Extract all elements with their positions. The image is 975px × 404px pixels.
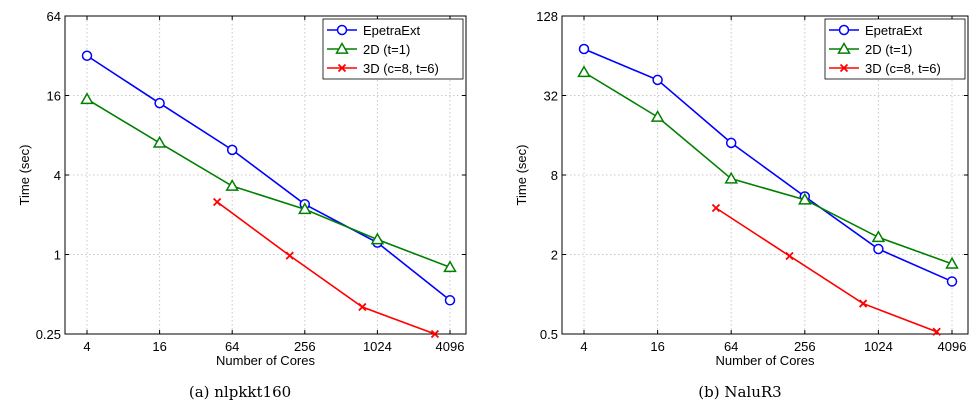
series-x (212, 197, 440, 339)
data-point (212, 197, 222, 207)
x-axis-label: Number of Cores (216, 353, 315, 368)
legend-marker (337, 63, 347, 73)
legend-entry: 2D (t=1) (363, 42, 410, 57)
x-tick-label: 4096 (436, 339, 465, 354)
data-point (154, 97, 165, 109)
data-point (858, 299, 868, 308)
data-point (577, 65, 591, 78)
data-point (578, 43, 590, 55)
data-point (430, 329, 440, 339)
series-line (86, 55, 451, 301)
series-circle (578, 43, 958, 287)
y-tick-label: 64 (47, 9, 61, 24)
x-tick-label: 1024 (363, 339, 392, 354)
x-tick-label: 64 (724, 339, 738, 354)
legend-entry: EpetraExt (363, 23, 420, 38)
data-point (358, 302, 367, 312)
x-tick-label: 4 (580, 339, 587, 354)
y-axis-label: Time (sec) (514, 145, 529, 206)
y-tick-label: 0.5 (540, 327, 558, 342)
legend: EpetraExt 2D (t=1) 3D (c=8, t=6) (824, 18, 966, 80)
data-point (725, 137, 737, 149)
data-point (652, 74, 663, 86)
y-tick-label: 0.25 (36, 327, 61, 342)
figure-caption: (b) NaluR3 (698, 383, 781, 401)
legend-marker (336, 24, 348, 36)
data-point (81, 50, 93, 61)
chart-panel-2: 4 16 64 256 1024 4096 0.5 2 8 32 128 Number of Core… (514, 9, 969, 401)
data-point (298, 202, 312, 215)
legend-entry: 3D (c=8, t=6) (865, 61, 941, 76)
series-line (583, 71, 953, 265)
series-triangle (80, 92, 457, 273)
series-triangle (577, 65, 959, 269)
legend-marker (839, 63, 849, 73)
legend-entry: 2D (t=1) (865, 42, 912, 57)
data-point (226, 144, 238, 156)
data-point (650, 109, 665, 122)
x-axis-label: Number of Cores (716, 353, 815, 368)
data-point (932, 327, 941, 336)
y-tick-label: 128 (536, 9, 558, 24)
x-tick-label: 1024 (864, 339, 893, 354)
series-circle (81, 50, 456, 306)
x-tick-label: 64 (225, 339, 239, 354)
legend-entry: EpetraExt (865, 23, 922, 38)
legend-entry: 3D (c=8, t=6) (363, 61, 439, 76)
data-point (946, 276, 958, 287)
series-line (216, 201, 436, 335)
legend: EpetraExt 2D (t=1) 3D (c=8, t=6) (322, 18, 464, 80)
y-tick-label: 32 (544, 89, 558, 104)
data-point (443, 260, 457, 273)
legend-marker (335, 41, 349, 54)
data-point (711, 203, 721, 213)
x-tick-label: 256 (294, 339, 316, 354)
series-line (583, 48, 953, 283)
series-line (715, 207, 938, 333)
data-point (370, 232, 385, 245)
data-point (871, 230, 886, 243)
y-tick-label: 8 (551, 168, 558, 183)
x-tick-label: 4096 (938, 339, 967, 354)
figure-caption: (a) nlpkkt160 (189, 383, 291, 401)
data-point (945, 256, 959, 269)
x-tick-label: 256 (794, 339, 816, 354)
y-tick-label: 16 (47, 89, 61, 104)
data-point (798, 192, 812, 205)
data-point (444, 295, 456, 306)
data-point (80, 92, 94, 105)
legend-marker (838, 24, 850, 36)
x-tick-label: 4 (83, 339, 90, 354)
y-tick-label: 2 (551, 248, 558, 263)
data-point (285, 251, 294, 260)
y-tick-label: 1 (54, 248, 61, 263)
x-tick-label: 16 (152, 339, 166, 354)
data-point (152, 135, 167, 148)
data-point (873, 243, 884, 255)
series-x (711, 203, 941, 336)
x-tick-label: 16 (650, 339, 664, 354)
data-point (785, 251, 794, 261)
data-point (724, 171, 738, 184)
series-line (86, 98, 451, 269)
data-point (225, 179, 239, 191)
y-tick-label: 4 (54, 168, 61, 183)
y-axis-label: Time (sec) (17, 145, 32, 206)
legend-marker (837, 41, 851, 54)
